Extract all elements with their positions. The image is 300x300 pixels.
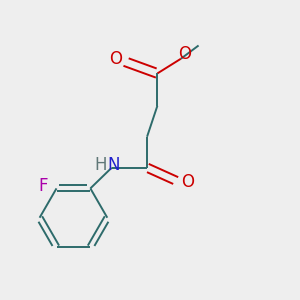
Text: O: O — [109, 50, 122, 68]
Text: O: O — [181, 173, 194, 191]
Text: N: N — [108, 156, 120, 174]
Text: H: H — [94, 156, 107, 174]
Text: O: O — [178, 45, 191, 63]
Text: F: F — [38, 177, 48, 195]
